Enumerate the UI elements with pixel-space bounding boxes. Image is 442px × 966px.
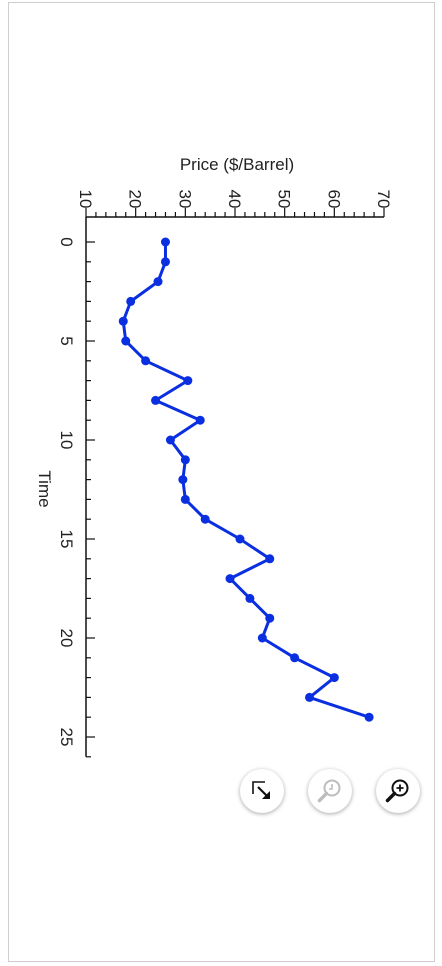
zoom-reset-button[interactable] <box>308 769 352 813</box>
y-tick-label: 20 <box>126 190 145 209</box>
data-point <box>160 257 170 267</box>
y-axis-label: Price ($/Barrel) <box>180 155 294 174</box>
y-tick-label: 10 <box>76 190 95 209</box>
data-point <box>200 514 210 524</box>
data-point <box>178 475 188 485</box>
data-point <box>151 395 161 405</box>
data-point <box>153 277 163 287</box>
data-point <box>225 574 235 584</box>
data-point <box>265 554 275 564</box>
zoom-in-button[interactable] <box>376 769 420 813</box>
expand-button[interactable] <box>240 769 284 813</box>
x-tick-label: 10 <box>57 431 76 450</box>
data-point <box>141 356 151 366</box>
zoom-in-icon <box>385 779 409 803</box>
data-point <box>126 296 136 306</box>
data-point <box>235 534 245 544</box>
price-time-chart: 10 20 30 40 50 60 70 0 5 10 15 20 25 Price ($/Barrel… <box>35 155 393 758</box>
series-layer <box>118 237 374 722</box>
zoom-reset-icon <box>317 779 341 803</box>
axes: 10 20 30 40 50 60 70 0 5 10 15 20 25 <box>57 190 393 758</box>
x-tick-label: 5 <box>57 336 76 345</box>
data-point <box>183 376 193 386</box>
y-tick-label: 50 <box>275 190 294 209</box>
data-point <box>118 316 128 326</box>
data-point <box>265 613 275 623</box>
data-point <box>329 673 339 683</box>
series-line <box>121 242 370 719</box>
data-point <box>121 336 131 346</box>
data-point <box>257 633 267 643</box>
y-tick-label: 40 <box>225 190 244 209</box>
y-tick-label: 30 <box>175 190 194 209</box>
data-point <box>180 494 190 504</box>
data-point <box>364 712 374 722</box>
x-tick-label: 25 <box>57 728 76 747</box>
data-point <box>165 435 175 445</box>
x-tick-label: 15 <box>57 530 76 549</box>
x-tick-label: 0 <box>57 237 76 246</box>
data-point <box>160 237 170 247</box>
data-point <box>290 653 300 663</box>
data-point <box>180 455 190 465</box>
x-axis-label: Time <box>35 470 54 507</box>
data-point <box>195 415 205 425</box>
chart-panel: 10 20 30 40 50 60 70 0 5 10 15 20 25 Price ($/Barrel… <box>8 2 435 962</box>
data-point <box>305 692 314 702</box>
y-tick-label: 70 <box>374 190 393 209</box>
y-tick-label: 60 <box>324 190 343 209</box>
data-point <box>245 593 255 603</box>
expand-arrow-icon <box>252 781 270 799</box>
x-tick-label: 20 <box>57 629 76 648</box>
